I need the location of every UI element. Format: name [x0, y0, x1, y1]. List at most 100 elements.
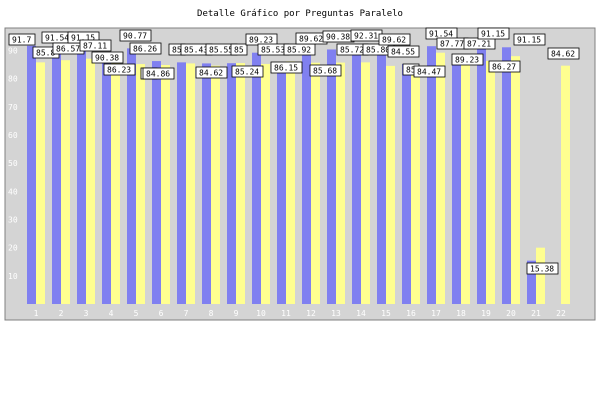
x-tick-label: 2	[59, 309, 64, 318]
x-tick-label: 4	[109, 309, 114, 318]
data-label-box	[513, 33, 546, 46]
data-label-box	[129, 42, 162, 55]
data-label: 85.80	[366, 46, 390, 55]
x-tick-label: 11	[281, 309, 291, 318]
y-tick-label: 40	[8, 187, 18, 196]
bar-series-1	[102, 58, 111, 304]
x-tick-label: 12	[306, 309, 316, 318]
data-label: 85.68	[313, 67, 337, 76]
x-tick-label: 17	[431, 309, 441, 318]
data-label-box	[119, 29, 152, 42]
data-label: 91.54	[45, 34, 69, 43]
bar-series-1	[327, 49, 336, 305]
data-label: 84.86	[146, 70, 170, 79]
bar-series-2	[86, 58, 95, 304]
data-label: 86.27	[492, 63, 516, 72]
bar-series-2	[386, 65, 395, 304]
data-label-box	[547, 47, 580, 60]
data-label: 87.77	[440, 40, 464, 49]
data-label: 89.62	[299, 35, 323, 44]
x-tick-label: 20	[506, 309, 516, 318]
bar-series-1	[202, 63, 211, 304]
x-tick-label: 7	[184, 309, 189, 318]
bar-series-1	[377, 51, 386, 304]
x-tick-label: 9	[234, 309, 239, 318]
y-tick-label: 30	[8, 216, 18, 225]
data-label-box	[79, 39, 112, 52]
data-label: 15.38	[530, 265, 554, 274]
data-label-box	[142, 67, 175, 80]
y-tick-label: 50	[8, 159, 18, 168]
bar-series-2	[211, 65, 220, 304]
bar-series-2	[186, 63, 195, 304]
data-label: 86.15	[274, 64, 298, 73]
data-label: 85	[406, 66, 416, 75]
bar-series-2	[536, 247, 545, 304]
bar-series-1	[127, 48, 136, 304]
x-tick-label: 13	[331, 309, 341, 318]
data-label: 86.23	[107, 66, 131, 75]
bar-series-2	[436, 52, 445, 304]
data-label: 85.55	[209, 46, 233, 55]
bar-series-1	[52, 46, 61, 304]
bar-series-1	[277, 63, 286, 304]
bar-series-1	[452, 56, 461, 304]
data-label: 91.15	[481, 30, 505, 39]
y-tick-label: 10	[8, 272, 18, 281]
data-label-box	[230, 43, 248, 56]
data-label-box	[270, 61, 303, 74]
data-label: 84.62	[199, 69, 223, 78]
x-tick-label: 10	[256, 309, 266, 318]
data-label-box	[8, 33, 36, 46]
data-label: 85.92	[287, 46, 311, 55]
bar-series-2	[286, 61, 295, 304]
data-label: 91.54	[429, 30, 453, 39]
data-label: 84.47	[417, 68, 441, 77]
data-label: 90.38	[95, 54, 119, 63]
x-tick-label: 1	[34, 309, 39, 318]
bar-series-2	[486, 61, 495, 305]
data-label: 85.53	[261, 46, 285, 55]
bar-series-1	[252, 52, 261, 304]
bar-series-1	[427, 46, 436, 304]
data-label-box	[231, 65, 264, 78]
data-label: 91.15	[71, 34, 95, 43]
data-label: 85.8	[36, 49, 55, 58]
data-label: 86.57	[56, 45, 80, 54]
x-tick-label: 8	[209, 309, 214, 318]
data-label: 91.7	[12, 36, 31, 45]
bar-series-1	[177, 62, 186, 304]
x-tick-label: 14	[356, 309, 366, 318]
bar-series-1	[477, 47, 486, 304]
bar-series-1	[352, 44, 361, 304]
data-label: 89.23	[249, 36, 273, 45]
bar-series-2	[36, 62, 45, 304]
data-label: 85.43	[184, 46, 208, 55]
y-tick-label: 70	[8, 103, 18, 112]
data-label-box	[488, 60, 521, 73]
x-tick-label: 22	[556, 309, 566, 318]
x-tick-label: 5	[134, 309, 139, 318]
bar-series-2	[136, 64, 145, 304]
bar-series-2	[311, 62, 320, 304]
bar-series-1	[302, 51, 311, 304]
bar-series-2	[461, 58, 470, 304]
x-tick-label: 3	[84, 309, 89, 318]
y-tick-label: 80	[8, 75, 18, 84]
data-label: 84.55	[391, 48, 415, 57]
bar-series-2	[161, 65, 170, 304]
data-label-box	[91, 51, 124, 64]
bar-series-1	[527, 260, 536, 304]
data-label-box	[526, 262, 559, 275]
bar-series-2	[411, 66, 420, 305]
data-label: 85	[234, 46, 244, 55]
data-label: 85	[172, 46, 182, 55]
data-label: 87.21	[467, 40, 491, 49]
chart-title: Detalle Gráfico por Preguntas Paralelo	[197, 9, 403, 19]
data-label-box	[413, 65, 446, 78]
bar-series-1	[77, 47, 86, 304]
data-label: 90.38	[326, 33, 350, 42]
data-label: 84.62	[551, 50, 575, 59]
data-label-box	[451, 53, 484, 66]
x-tick-label: 16	[406, 309, 416, 318]
